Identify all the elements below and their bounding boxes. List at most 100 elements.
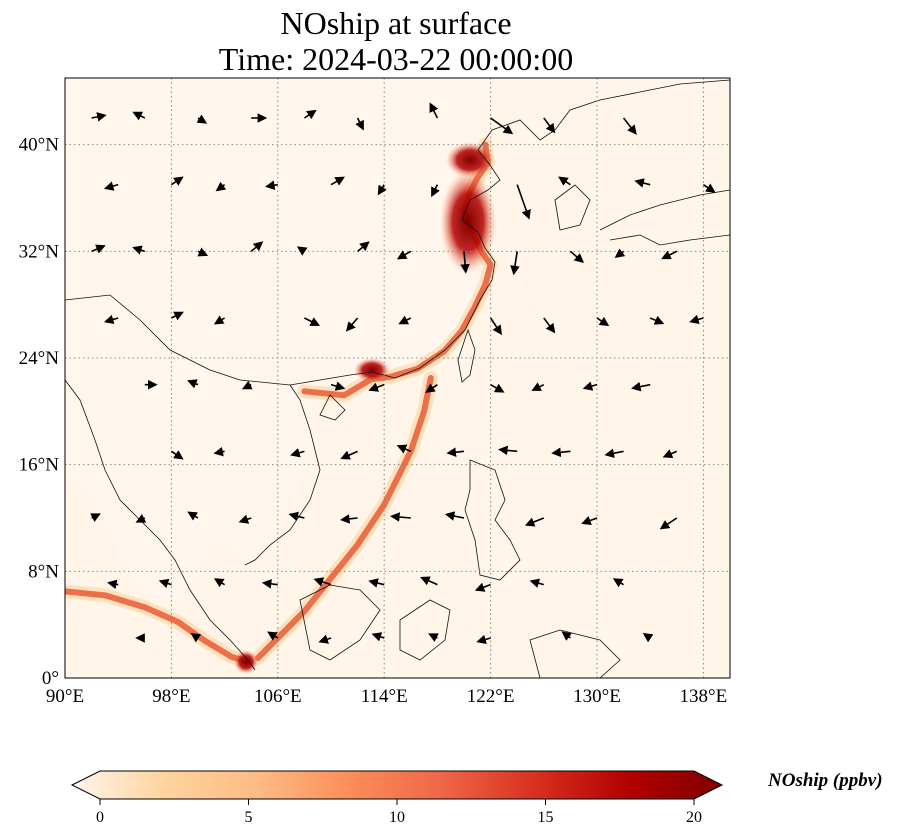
wind-arrow <box>132 245 146 255</box>
wind-arrow <box>446 447 465 457</box>
wind-arrow <box>631 381 651 392</box>
wind-arrow <box>396 250 412 260</box>
wind-arrow <box>444 511 465 521</box>
wind-arrow <box>614 248 626 259</box>
wind-arrow <box>689 314 704 325</box>
ship-track-south-china-sea <box>254 375 434 661</box>
latitude-tick-label: 8°N <box>28 561 59 582</box>
wind-arrow <box>596 316 610 327</box>
wind-arrow <box>290 448 305 458</box>
wind-arrow <box>158 578 172 589</box>
wind-arrow <box>213 446 225 457</box>
wind-arrow <box>612 578 625 588</box>
wind-arrow <box>431 184 440 198</box>
wind-arrow <box>261 579 278 589</box>
wind-arrow <box>524 517 545 527</box>
wind-arrow <box>250 241 264 252</box>
wind-arrow <box>642 633 654 643</box>
wind-arrow <box>238 514 252 524</box>
wind-arrow <box>390 512 411 522</box>
wind-arrow <box>303 109 317 120</box>
colorbar: 0 5 10 15 20 <box>70 770 724 826</box>
wind-arrow <box>428 633 439 642</box>
wind-arrow <box>170 450 184 460</box>
wind-arrow <box>622 117 637 135</box>
wind-arrow <box>357 241 370 252</box>
map-panel: 90°E 98°E 106°E 114°E 122°E 130°E 138°E 0° 8°N 1… <box>19 77 731 707</box>
wind-arrow <box>476 634 491 645</box>
wind-arrow <box>702 183 716 193</box>
wind-arrow <box>634 178 651 188</box>
wind-vectors <box>90 102 716 645</box>
colorbar-ticks: 0 5 10 15 20 <box>96 799 702 826</box>
wind-arrow <box>340 450 358 460</box>
wind-arrow <box>296 246 308 256</box>
longitude-tick-label: 90°E <box>46 686 84 707</box>
singapore-strait-hotspot <box>234 650 258 674</box>
wind-arrow <box>171 311 184 321</box>
wind-arrow <box>662 449 678 459</box>
wind-arrow <box>187 511 199 521</box>
ship-track-malacca <box>65 588 252 665</box>
wind-arrow <box>429 102 439 119</box>
wind-arrow <box>91 112 107 122</box>
wind-arrow <box>531 382 545 391</box>
latitude-tick-label: 0° <box>42 668 59 689</box>
wind-arrow <box>90 513 101 522</box>
wind-arrow <box>107 579 119 590</box>
wind-arrow <box>498 445 518 456</box>
map-title: NOship at surface <box>280 5 512 41</box>
wind-arrow <box>213 578 226 588</box>
wind-arrow <box>313 577 332 587</box>
bohai-yellow-sea-hotspot <box>440 170 496 274</box>
latitude-tick-label: 40°N <box>19 135 60 156</box>
wind-arrow <box>510 251 520 276</box>
wind-arrow <box>582 381 598 391</box>
longitude-tick-label: 98°E <box>152 686 190 707</box>
wind-arrow <box>490 383 505 393</box>
wind-arrow <box>460 251 470 274</box>
latitude-tick-label: 16°N <box>19 455 60 476</box>
wind-arrow <box>267 631 279 641</box>
wind-arrow <box>396 444 412 454</box>
wind-arrow <box>196 114 208 124</box>
colorbar-tick-label: 10 <box>389 809 405 826</box>
wind-arrow <box>170 176 184 186</box>
map-frame <box>64 77 731 679</box>
longitude-tick-label: 122°E <box>467 686 515 707</box>
pearl-river-delta-hotspot <box>354 358 390 382</box>
wind-arrow <box>103 181 119 191</box>
wind-arrow <box>543 117 556 134</box>
wind-arrow <box>425 383 438 393</box>
coastlines <box>65 79 730 678</box>
wind-arrow <box>197 247 209 257</box>
latitude-ticks: 0° 8°N 16°N 24°N 32°N 40°N <box>19 135 60 689</box>
latitude-tick-label: 24°N <box>19 348 60 369</box>
wind-arrow <box>551 447 571 458</box>
wind-arrow <box>103 314 119 325</box>
wind-arrow <box>187 379 199 389</box>
wind-arrow <box>355 117 364 131</box>
wind-arrow <box>398 315 412 325</box>
wind-arrow <box>529 578 545 588</box>
wind-arrow <box>345 317 359 332</box>
wind-arrow <box>215 181 227 192</box>
wind-arrow <box>213 315 226 325</box>
longitude-ticks: 90°E 98°E 106°E 114°E 122°E 130°E 138°E <box>46 686 727 707</box>
wind-arrow <box>132 111 146 121</box>
wind-arrow <box>371 632 385 642</box>
wind-arrow <box>304 317 321 326</box>
longitude-tick-label: 130°E <box>573 686 621 707</box>
wind-arrow <box>659 517 678 530</box>
longitude-tick-label: 114°E <box>361 686 408 707</box>
wind-arrow <box>190 633 202 643</box>
wind-arrow <box>474 582 491 592</box>
wind-arrow <box>581 516 598 526</box>
wind-arrow <box>543 317 556 334</box>
colorbar-tick-label: 0 <box>96 809 104 826</box>
colorbar-title: NOship (ppbv) <box>768 770 883 791</box>
wind-arrow <box>340 514 358 524</box>
wind-arrow <box>318 634 332 644</box>
longitude-tick-label: 138°E <box>680 686 728 707</box>
wind-arrow <box>420 576 438 586</box>
